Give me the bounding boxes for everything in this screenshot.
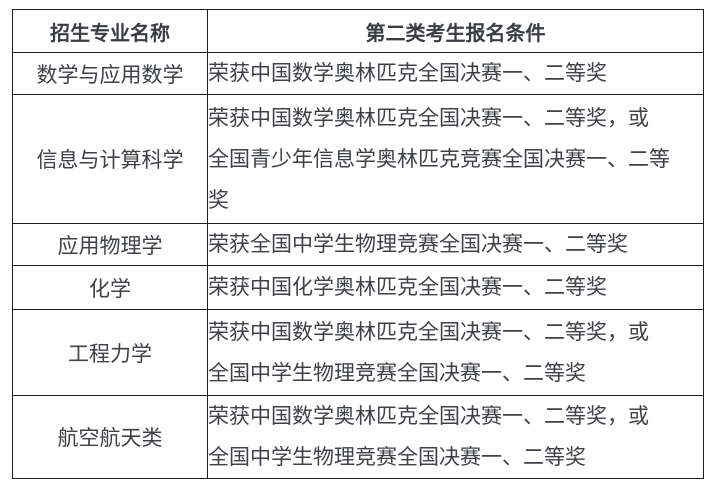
header-major-name: 招生专业名称 [12,9,208,53]
major-cell: 工程力学 [12,309,208,396]
table-row: 应用物理学 荣获全国中学生物理竞赛全国决赛一、二等奖 [12,223,704,266]
condition-cell: 荣获中国数学奥林匹克全国决赛一、二等奖，或 全国中学生物理竞赛全国决赛一、二等奖 [207,309,704,396]
condition-cell: 荣获中国数学奥林匹克全国决赛一、二等奖，或 全国中学生物理竞赛全国决赛一、二等奖 [207,395,704,479]
major-cell: 化学 [12,265,208,310]
major-cell: 应用物理学 [12,223,208,266]
table-row: 化学 荣获中国化学奥林匹克全国决赛一、二等奖 [12,265,704,310]
major-cell: 数学与应用数学 [12,52,208,95]
table-row: 数学与应用数学 荣获中国数学奥林匹克全国决赛一、二等奖 [12,52,704,95]
major-cell: 航空航天类 [12,395,208,479]
condition-cell: 荣获中国数学奥林匹克全国决赛一、二等奖，或 全国青少年信息学奥林匹克竞赛全国决赛… [207,94,704,224]
major-cell: 信息与计算科学 [12,94,208,224]
table-row: 航空航天类 荣获中国数学奥林匹克全国决赛一、二等奖，或 全国中学生物理竞赛全国决… [12,395,704,479]
table-row: 信息与计算科学 荣获中国数学奥林匹克全国决赛一、二等奖，或 全国青少年信息学奥林… [12,94,704,224]
table-row: 工程力学 荣获中国数学奥林匹克全国决赛一、二等奖，或 全国中学生物理竞赛全国决赛… [12,309,704,396]
condition-cell: 荣获全国中学生物理竞赛全国决赛一、二等奖 [207,223,704,266]
header-category2-conditions: 第二类考生报名条件 [207,9,704,53]
admissions-requirements-table: 招生专业名称 第二类考生报名条件 数学与应用数学 荣获中国数学奥林匹克全国决赛一… [12,9,704,479]
condition-cell: 荣获中国数学奥林匹克全国决赛一、二等奖 [207,52,704,95]
table-header-row: 招生专业名称 第二类考生报名条件 [12,9,704,53]
condition-cell: 荣获中国化学奥林匹克全国决赛一、二等奖 [207,265,704,310]
